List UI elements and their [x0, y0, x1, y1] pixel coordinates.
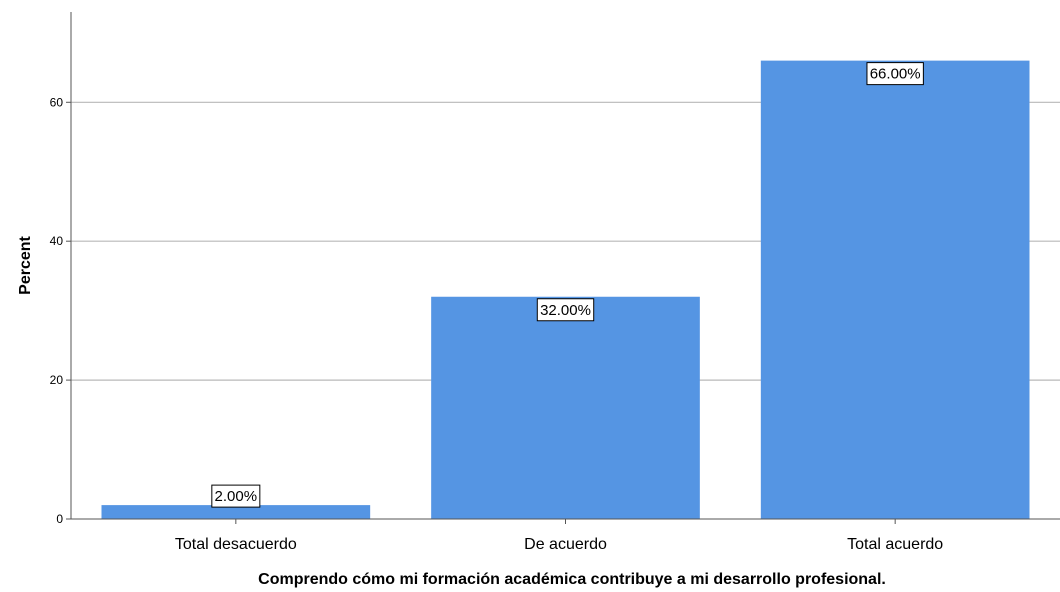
x-ticks: Total desacuerdo De acuerdo Total acuerdo	[175, 519, 943, 553]
y-axis-title: Percent	[17, 235, 34, 294]
bars	[101, 60, 1030, 519]
y-tick-label: 20	[50, 373, 64, 387]
bar	[101, 505, 371, 519]
y-tick-label: 40	[50, 234, 64, 248]
data-label: 32.00%	[540, 302, 591, 319]
data-label: 2.00%	[215, 488, 258, 505]
data-label-box	[866, 62, 924, 86]
y-tick-label: 0	[56, 512, 63, 526]
y-ticks: 0 20 40 60	[50, 95, 71, 526]
data-label: 66.00%	[870, 66, 921, 83]
data-label-box	[211, 484, 261, 508]
y-tick-label: 60	[50, 95, 64, 109]
x-axis-title: Comprendo cómo mi formación académica co…	[258, 571, 886, 588]
bar	[760, 60, 1030, 519]
x-tick-label: De acuerdo	[524, 536, 607, 553]
bar	[431, 296, 700, 519]
data-label-box	[536, 298, 595, 322]
x-tick-label: Total desacuerdo	[175, 536, 297, 553]
x-tick-label: Total acuerdo	[847, 536, 943, 553]
data-labels: 2.00% 32.00% 66.00%	[211, 62, 924, 508]
